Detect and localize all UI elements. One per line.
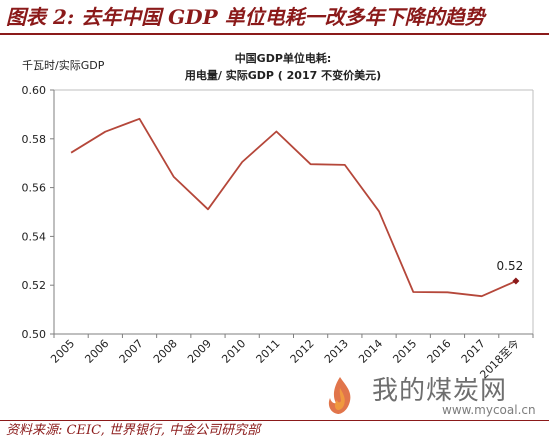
chart-subtitle: 用电量/ 实际GDP ( 2017 不变价美元) bbox=[185, 68, 381, 82]
x-tick-label: 2010 bbox=[219, 337, 248, 366]
y-tick-label: 0.50 bbox=[22, 328, 47, 341]
x-tick-label: 2008 bbox=[151, 337, 180, 366]
x-tick-label: 2009 bbox=[185, 337, 214, 366]
y-tick-label: 0.60 bbox=[22, 84, 47, 97]
source-divider bbox=[0, 420, 549, 421]
highlight-marker bbox=[512, 277, 520, 285]
x-tick-label: 2007 bbox=[117, 337, 146, 366]
y-axis-ticks: 0.50 0.52 0.54 0.56 0.58 0.60 bbox=[22, 84, 54, 341]
chart-title: 中国GDP单位电耗: bbox=[235, 51, 332, 65]
source-note: 资料来源: CEIC, 世界银行, 中金公司研究部 bbox=[6, 423, 261, 438]
watermark-text: 我的煤炭网 bbox=[372, 376, 508, 406]
x-tick-label: 2013 bbox=[322, 337, 351, 366]
x-tick-label: 2012 bbox=[288, 337, 317, 366]
y-tick-label: 0.56 bbox=[22, 182, 47, 195]
data-label: 0.52 bbox=[497, 259, 524, 273]
watermark-url: www.mycoal.cn bbox=[442, 403, 536, 417]
x-tick-label: 2005 bbox=[48, 337, 77, 366]
figure-title: 图表 2: 去年中国 GDP 单位电耗一改多年下降的趋势 bbox=[6, 5, 485, 29]
y-tick-label: 0.58 bbox=[22, 133, 47, 146]
x-tick-label: 2015 bbox=[390, 337, 419, 366]
line-chart: 中国GDP单位电耗: 用电量/ 实际GDP ( 2017 不变价美元) 千瓦时/… bbox=[22, 51, 534, 381]
watermark: 我的煤炭网 www.mycoal.cn bbox=[318, 374, 544, 418]
x-tick-label: 2016 bbox=[425, 337, 454, 366]
y-tick-label: 0.52 bbox=[22, 279, 47, 292]
series-layer: 0.52 bbox=[70, 117, 524, 298]
title-divider bbox=[0, 33, 549, 35]
x-tick-label: 2006 bbox=[82, 337, 111, 366]
x-tick-label: 2014 bbox=[356, 337, 385, 366]
y-tick-label: 0.54 bbox=[22, 230, 47, 243]
flame-logo-icon bbox=[328, 377, 351, 414]
series-line bbox=[70, 117, 517, 298]
y-axis-label: 千瓦时/实际GDP bbox=[22, 58, 105, 72]
x-tick-label: 2011 bbox=[254, 337, 283, 366]
x-tick-label: 2017 bbox=[459, 337, 488, 366]
